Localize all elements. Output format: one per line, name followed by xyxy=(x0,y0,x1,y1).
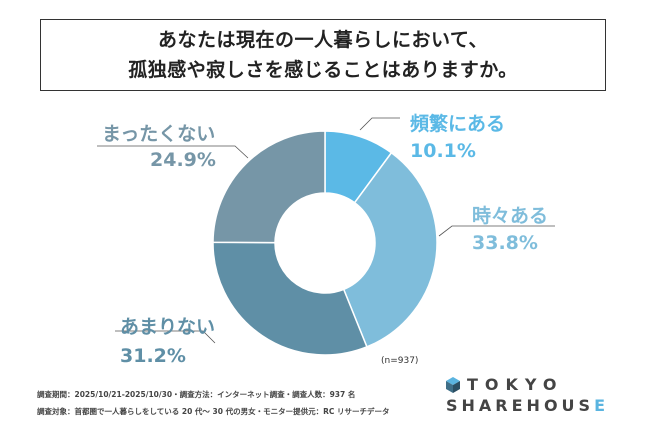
label-value-never: 24.9% xyxy=(150,149,216,171)
footer-survey-info: 調査期間：2025/10/21-2025/10/30・調査方法：インターネット調… xyxy=(37,390,356,399)
label-value-sometimes: 33.8% xyxy=(472,232,538,254)
logo-text-sharehouse: SHAREHOUS xyxy=(446,396,595,415)
label-name-sometimes: 時々ある xyxy=(472,205,548,227)
title-line-1: あなたは現在の一人暮らしにおいて、 xyxy=(158,29,488,51)
logo-top: TOKYO xyxy=(446,375,564,394)
donut-slice-sometimes xyxy=(342,151,438,348)
logo-text-tokyo: TOKYO xyxy=(467,375,564,394)
leader-line-rarely xyxy=(115,330,216,344)
donut-slice-rarely xyxy=(212,241,368,356)
footer-survey-target: 調査対象：首都圏で一人暮らしをしている 20 代～ 30 代の男女・モニター提供… xyxy=(37,407,390,416)
logo-text-accent: E xyxy=(594,396,609,415)
logo-bottom: SHAREHOUSE xyxy=(446,396,609,415)
title-line-2: 孤独感や寂しさを感じることはありますか。 xyxy=(128,59,518,81)
donut-slice-never xyxy=(212,130,326,244)
leader-line-sometimes xyxy=(438,225,555,237)
leader-line-never xyxy=(97,145,249,159)
label-name-rarely: あまりない xyxy=(120,316,215,338)
label-value-frequent: 10.1% xyxy=(410,140,476,162)
title-box: あなたは現在の一人暮らしにおいて、 孤独感や寂しさを感じることはありますか。 xyxy=(40,19,606,91)
label-name-never: まったくない xyxy=(102,123,215,145)
label-value-rarely: 31.2% xyxy=(120,345,186,367)
leader-line-frequent xyxy=(359,117,400,131)
cube-icon xyxy=(446,376,460,393)
label-name-frequent: 頻繁にある xyxy=(410,112,505,135)
sample-size-note: (n=937) xyxy=(381,356,419,366)
